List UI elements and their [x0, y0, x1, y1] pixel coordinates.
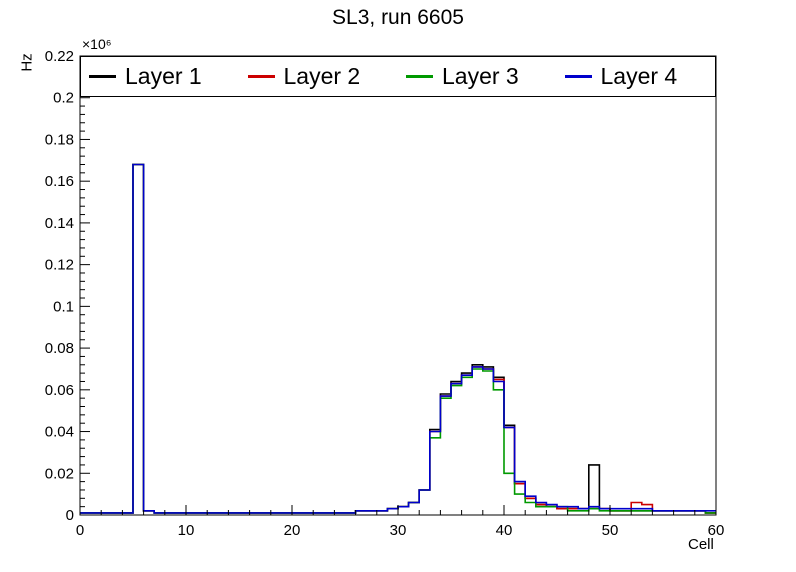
legend-line-sample [406, 75, 433, 78]
y-tick-label: 0.22 [45, 48, 74, 65]
plot-frame [79, 55, 717, 516]
x-tick-label: 60 [708, 522, 725, 539]
y-axis-multiplier: ×10⁶ [82, 36, 112, 52]
x-tick-label: 50 [602, 522, 619, 539]
y-tick-label: 0.06 [45, 382, 74, 399]
legend-entry: Layer 2 [240, 57, 399, 96]
y-tick-label: 0.14 [45, 215, 74, 232]
y-tick-label: 0.02 [45, 465, 74, 482]
y-tick-label: 0.2 [53, 90, 74, 107]
legend-label: Layer 4 [600, 63, 678, 89]
x-tick-label: 30 [390, 522, 407, 539]
legend-line-sample [564, 75, 592, 78]
legend-line-sample [89, 75, 116, 78]
x-tick-label: 40 [496, 522, 513, 539]
legend-line-sample [247, 75, 275, 78]
series-layer-3 [80, 163, 716, 514]
series-layer-2 [80, 163, 716, 514]
x-tick-label: 20 [284, 522, 301, 539]
x-tick-label: 10 [178, 522, 195, 539]
plot-title: SL3, run 6605 [332, 6, 464, 29]
legend-label: Layer 1 [125, 63, 202, 89]
legend-entry: Layer 4 [557, 57, 716, 96]
legend: Layer 1 Layer 2 Layer 3 Layer 4 [80, 56, 716, 97]
y-tick-label: 0 [66, 507, 74, 524]
series-layer-4 [80, 163, 716, 514]
legend-label: Layer 2 [283, 63, 361, 89]
series-layer-1 [80, 163, 716, 514]
y-tick-label: 0.08 [45, 340, 74, 357]
y-tick-label: 0.1 [53, 298, 74, 315]
legend-entry: Layer 3 [398, 57, 557, 96]
y-tick-label: 0.12 [45, 257, 74, 274]
legend-label: Layer 3 [442, 63, 519, 89]
legend-entry: Layer 1 [81, 57, 240, 96]
x-axis-title: Cell [688, 536, 714, 553]
y-tick-label: 0.18 [45, 131, 74, 148]
y-tick-label: 0.16 [45, 173, 74, 190]
y-tick-label: 0.04 [45, 424, 74, 441]
x-tick-label: 0 [76, 522, 84, 539]
